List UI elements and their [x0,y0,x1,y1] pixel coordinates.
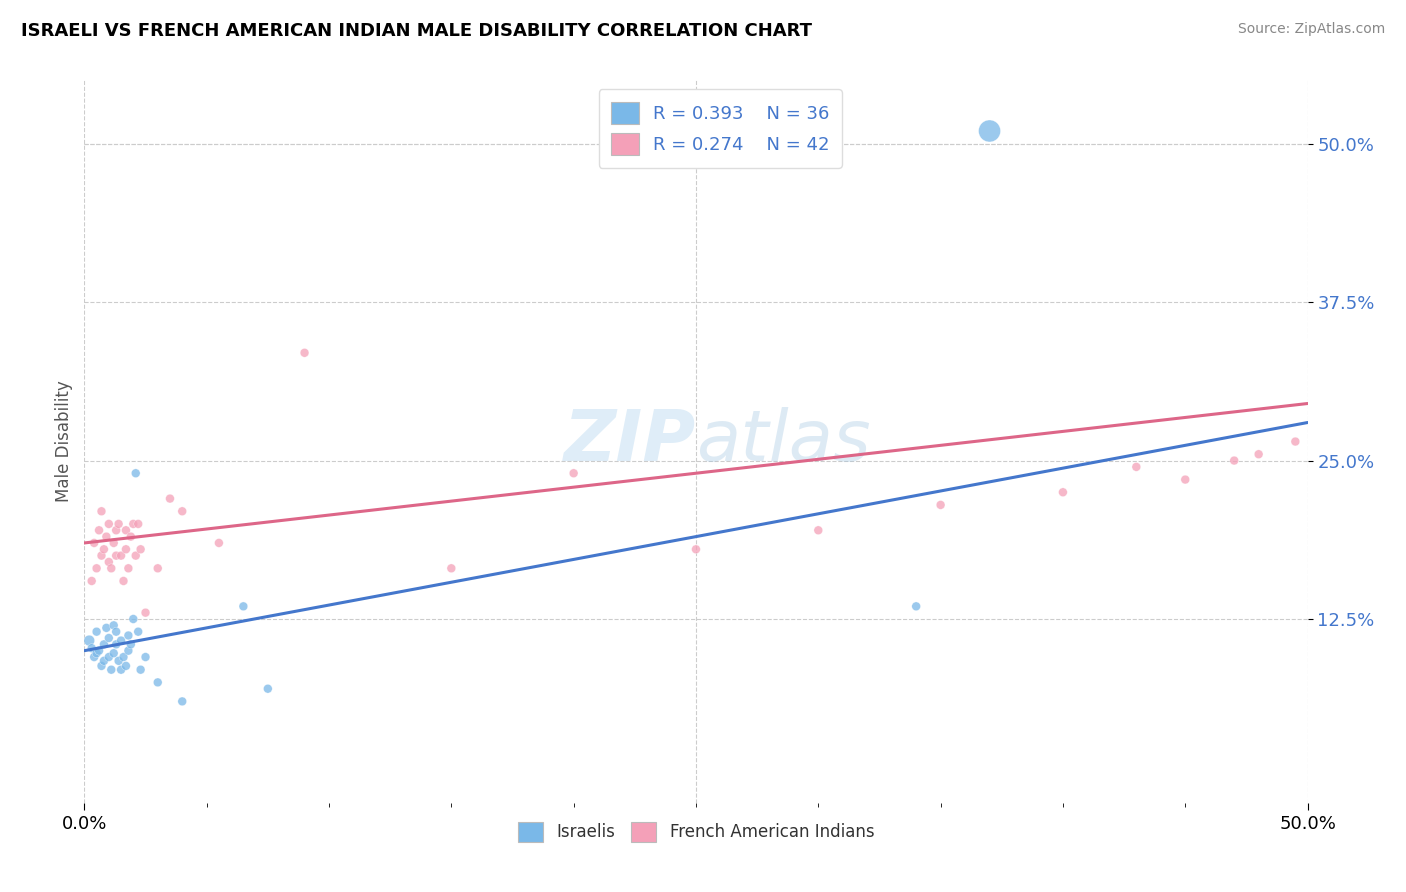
Point [979,124,1001,138]
Point [685,542,707,557]
Point [129,542,152,557]
Point [100,561,122,575]
Point [1052,485,1074,500]
Point [1125,459,1147,474]
Point [83,650,105,665]
Point [107,654,129,668]
Point [110,549,132,563]
Point [294,346,316,360]
Point [107,516,129,531]
Point [105,523,128,537]
Point [172,504,194,518]
Point [120,637,142,651]
Point [172,694,194,708]
Point [159,491,181,506]
Point [125,549,148,563]
Point [120,530,142,544]
Point [97,516,120,531]
Point [112,650,135,665]
Point [83,536,105,550]
Text: ISRAELI VS FRENCH AMERICAN INDIAN MALE DISABILITY CORRELATION CHART: ISRAELI VS FRENCH AMERICAN INDIAN MALE D… [21,22,813,40]
Point [105,549,128,563]
Point [146,675,169,690]
Point [77,633,100,648]
Point [86,646,108,660]
Text: atlas: atlas [696,407,870,476]
Point [125,467,148,481]
Point [87,643,110,657]
Point [129,663,152,677]
Point [80,641,103,656]
Point [1284,434,1306,449]
Point [117,628,139,642]
Point [105,624,128,639]
Point [929,498,952,512]
Point [93,542,115,557]
Point [257,681,280,696]
Point [115,659,138,673]
Point [807,523,830,537]
Point [96,621,118,635]
Point [87,523,110,537]
Point [110,633,132,648]
Point [127,624,149,639]
Point [112,574,135,588]
Point [90,659,112,673]
Point [90,549,112,563]
Point [232,599,254,614]
Point [127,516,149,531]
Text: Source: ZipAtlas.com: Source: ZipAtlas.com [1237,22,1385,37]
Point [110,663,132,677]
Point [122,516,145,531]
Point [80,574,103,588]
Point [135,606,157,620]
Point [100,663,122,677]
Y-axis label: Male Disability: Male Disability [55,381,73,502]
Point [103,646,125,660]
Point [97,631,120,645]
Point [440,561,463,575]
Point [86,624,108,639]
Point [146,561,169,575]
Text: ZIP: ZIP [564,407,696,476]
Point [562,467,585,481]
Point [97,650,120,665]
Point [103,536,125,550]
Point [122,612,145,626]
Point [115,523,138,537]
Legend: Israelis, French American Indians: Israelis, French American Indians [510,815,882,848]
Point [103,618,125,632]
Point [90,504,112,518]
Point [96,530,118,544]
Point [905,599,928,614]
Point [93,637,115,651]
Point [105,637,128,651]
Point [97,555,120,569]
Point [86,561,108,575]
Point [135,650,157,665]
Point [93,654,115,668]
Point [115,542,138,557]
Point [208,536,231,550]
Point [1174,473,1197,487]
Point [117,561,139,575]
Point [1247,447,1270,461]
Point [1223,453,1246,467]
Point [117,643,139,657]
